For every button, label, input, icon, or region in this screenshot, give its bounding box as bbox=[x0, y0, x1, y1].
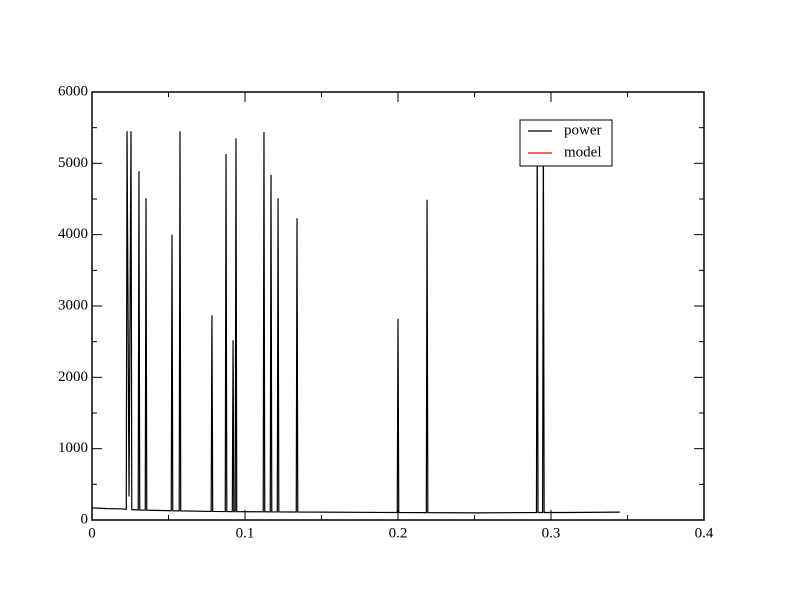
plot-area bbox=[92, 131, 620, 514]
y-tick-label: 6000 bbox=[58, 83, 88, 99]
x-tick-label: 0.2 bbox=[389, 525, 408, 541]
legend-box bbox=[519, 119, 613, 167]
y-tick-label: 2000 bbox=[58, 369, 88, 385]
y-tick-label: 5000 bbox=[58, 155, 88, 171]
axes: 0 0.1 0.2 0.3 0.4 0 1000 2000 3000 4000 5000 6000 bbox=[58, 83, 714, 541]
x-tick-label: 0.3 bbox=[542, 525, 561, 541]
y-tick-label: 0 bbox=[81, 511, 89, 527]
legend: power model bbox=[519, 119, 613, 167]
x-tick-label: 0.1 bbox=[236, 525, 255, 541]
y-tick-label: 4000 bbox=[58, 226, 88, 242]
x-tick-label: 0 bbox=[88, 525, 96, 541]
y-tick-label: 3000 bbox=[58, 297, 88, 313]
x-tick-label: 0.4 bbox=[695, 525, 714, 541]
legend-label: power bbox=[564, 122, 602, 138]
series-line bbox=[92, 131, 620, 514]
legend-label: model bbox=[564, 144, 602, 160]
y-tick-label: 1000 bbox=[58, 440, 88, 456]
